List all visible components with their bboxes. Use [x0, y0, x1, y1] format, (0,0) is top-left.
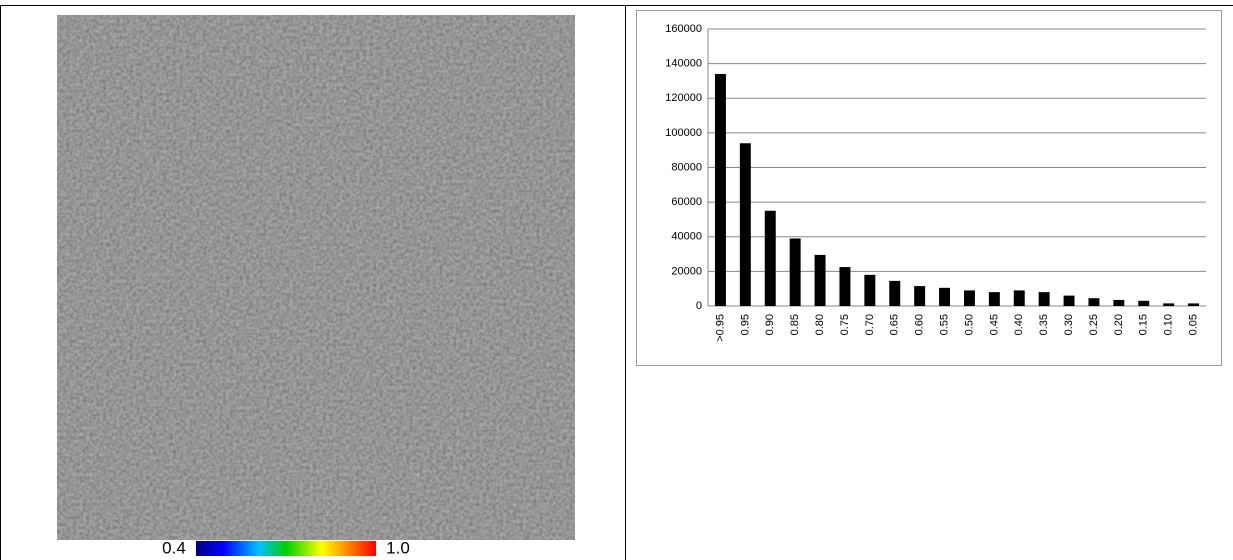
y-tick-label: 80000 [671, 161, 702, 173]
colorbar [196, 541, 376, 556]
x-tick-label: 0.80 [814, 314, 826, 335]
x-tick-label: >0.95 [714, 314, 726, 342]
bar [1113, 300, 1124, 306]
bar [765, 211, 776, 306]
y-tick-label: 0 [696, 300, 702, 312]
x-tick-label: 0.15 [1138, 314, 1150, 335]
x-tick-label: 0.30 [1063, 314, 1075, 335]
satellite-image [57, 15, 575, 540]
x-tick-label: 0.65 [889, 314, 901, 335]
y-tick-label: 120000 [665, 92, 702, 104]
x-tick-label: 0.60 [914, 314, 926, 335]
y-tick-label: 20000 [671, 265, 702, 277]
figure: 0.4 1.0 0 20000 40000 60000 80000 100000 120000… [0, 0, 1233, 560]
x-tick-label: 0.55 [938, 314, 950, 335]
x-tick-label: 0.90 [764, 314, 776, 335]
bar [914, 286, 925, 306]
bar [1064, 296, 1075, 306]
x-tick-label: 0.35 [1038, 314, 1050, 335]
bar [864, 275, 875, 306]
y-tick-label: 40000 [671, 231, 702, 243]
x-tick-label: 0.40 [1013, 314, 1025, 335]
x-tick-label: 0.10 [1163, 314, 1175, 335]
y-tick-label: 140000 [665, 58, 702, 70]
bar [1188, 303, 1199, 306]
y-tick-label: 100000 [665, 127, 702, 139]
x-tick-label: 0.25 [1088, 314, 1100, 335]
bar [939, 288, 950, 306]
bar [964, 290, 975, 306]
bar [790, 238, 801, 306]
bar [989, 292, 1000, 306]
x-tick-label: 0.95 [739, 314, 751, 335]
bar [815, 255, 826, 306]
x-tick-label: 0.45 [988, 314, 1000, 335]
x-tick-label: 0.85 [789, 314, 801, 335]
y-tick-label: 160000 [665, 23, 702, 35]
page: 0.4 1.0 0 20000 40000 60000 80000 100000 120000… [0, 0, 1233, 560]
x-tick-label: 0.20 [1113, 314, 1125, 335]
x-tick-label: 0.75 [839, 314, 851, 335]
bar [715, 74, 726, 306]
bar [1163, 303, 1174, 306]
x-tick-label: 0.70 [864, 314, 876, 335]
x-tick-label: 0.50 [963, 314, 975, 335]
colorbar-label: 0.4 [162, 538, 186, 557]
y-tick-label: 60000 [671, 196, 702, 208]
bar [1039, 292, 1050, 306]
bar [889, 281, 900, 306]
bar [740, 143, 751, 306]
bar [839, 267, 850, 306]
bar [1014, 290, 1025, 306]
colorbar-label: 1.0 [386, 538, 410, 557]
bar [1138, 301, 1149, 306]
bar [1088, 298, 1099, 306]
x-tick-label: 0.05 [1187, 314, 1199, 335]
